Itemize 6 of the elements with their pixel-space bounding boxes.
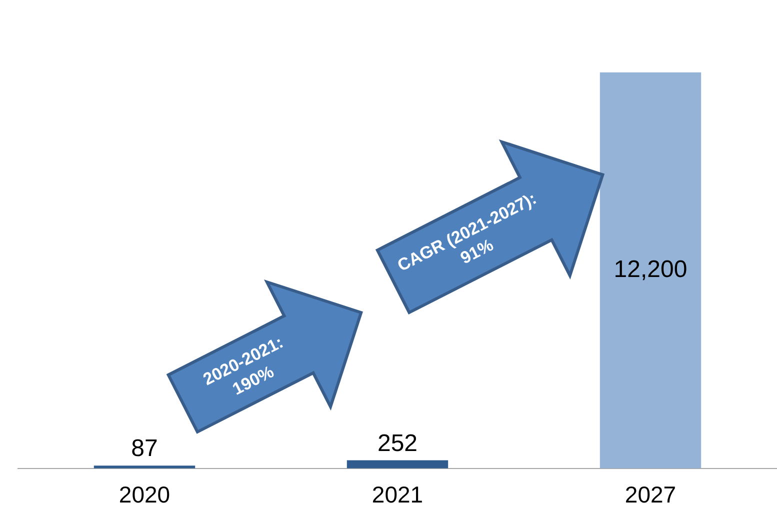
data-label: 12,200	[614, 256, 688, 284]
data-label: 252	[377, 430, 418, 457]
data-label: 87	[131, 435, 158, 462]
x-tick-label: 2021	[372, 482, 424, 508]
x-tick-label: 2027	[624, 482, 676, 508]
x-tick-label: 2020	[118, 482, 170, 508]
